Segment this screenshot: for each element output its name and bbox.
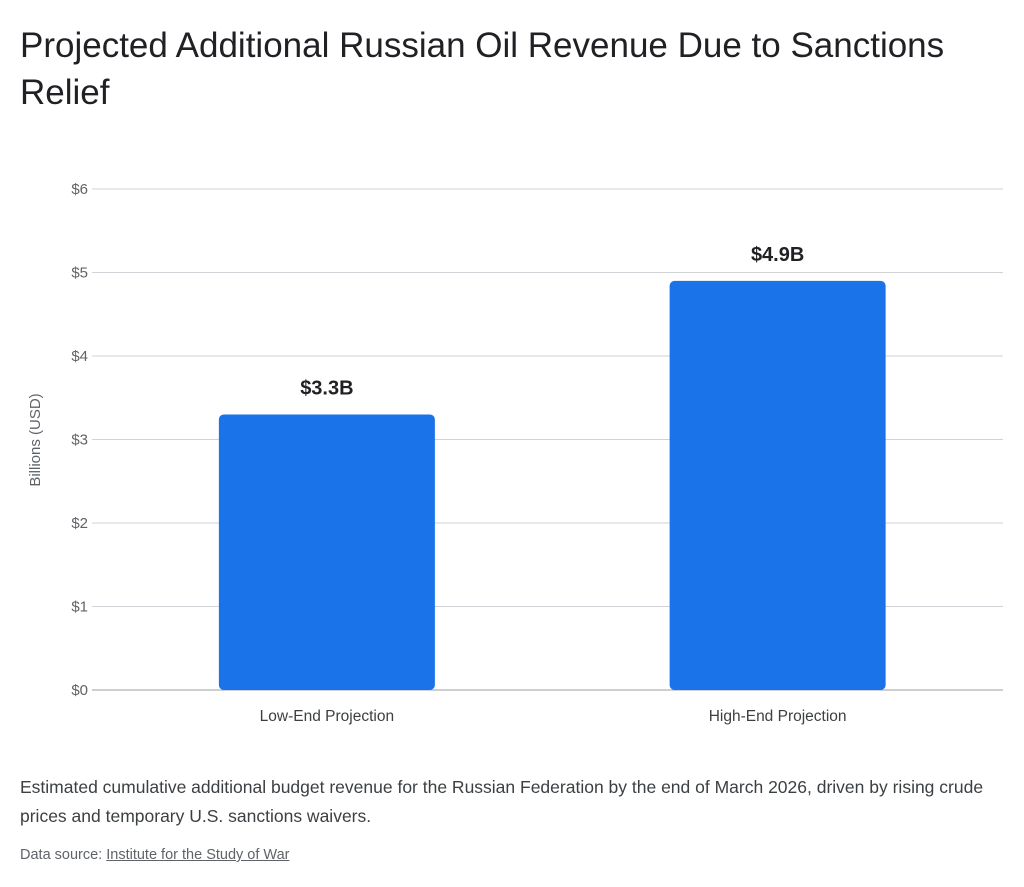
y-tick-label: $6 bbox=[71, 181, 88, 198]
data-label: $3.3B bbox=[300, 377, 353, 399]
y-tick-label: $3 bbox=[71, 432, 88, 449]
chart-title: Projected Additional Russian Oil Revenue… bbox=[20, 26, 945, 112]
y-tick-label: $4 bbox=[71, 348, 88, 365]
x-tick-label: Low-End Projection bbox=[260, 708, 394, 725]
y-axis-label: Billions (USD) bbox=[27, 393, 44, 486]
x-tick-label: High-End Projection bbox=[709, 708, 847, 725]
bar[interactable] bbox=[218, 414, 435, 690]
y-tick-label: $5 bbox=[71, 265, 88, 282]
source-prefix: Data source: bbox=[20, 847, 107, 863]
data-source: Data source: Institute for the Study of … bbox=[20, 847, 289, 863]
caption: Estimated cumulative additional budget r… bbox=[20, 777, 984, 826]
bar-chart: $0 $1 $2 $3 $4 $5 $6 $3.3B Low-End Projection $4… bbox=[27, 181, 1003, 725]
y-tick-label: $1 bbox=[71, 599, 88, 616]
source-link[interactable]: Institute for the Study of War bbox=[106, 847, 290, 863]
y-tick-label: $0 bbox=[71, 682, 88, 699]
y-tick-label: $2 bbox=[71, 515, 88, 532]
data-label: $4.9B bbox=[751, 244, 804, 266]
bar[interactable] bbox=[669, 280, 886, 690]
